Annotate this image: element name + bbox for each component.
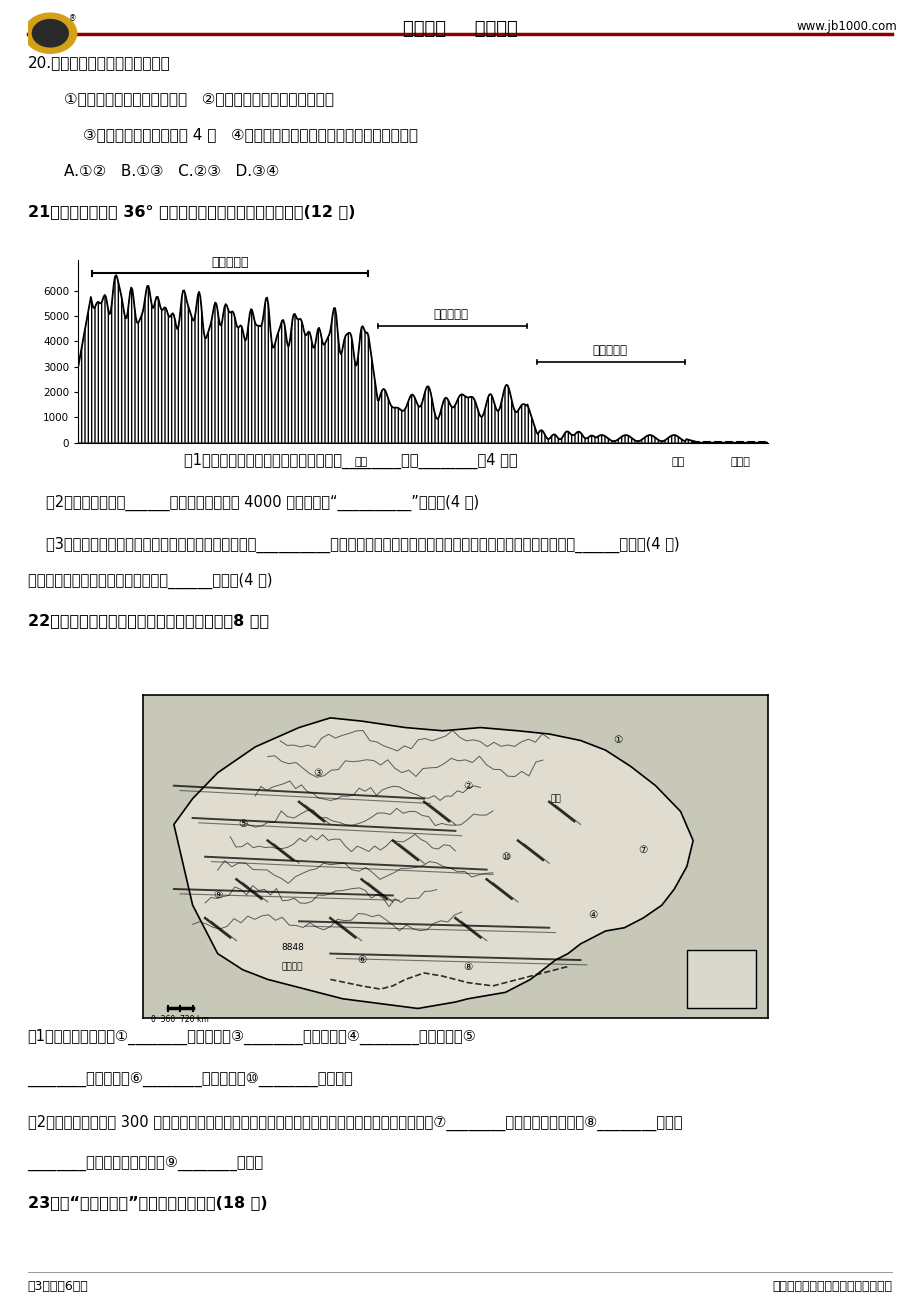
Text: ⑩: ⑩	[500, 852, 509, 862]
Text: ③中国耕地面积居世界第 4 位   ④在世界各国中，我国人均国民生产总值较低: ③中国耕地面积居世界第 4 位 ④在世界各国中，我国人均国民生产总值较低	[83, 128, 417, 143]
Text: ⑤: ⑤	[238, 819, 247, 829]
Text: 8848: 8848	[281, 943, 304, 952]
Text: 海平面: 海平面	[730, 457, 750, 466]
Text: ⑨: ⑨	[213, 891, 222, 901]
Text: 21、读我国汿北纬 36° 附近地形剪面图，回答下列问题：(12 分): 21、读我国汿北纬 36° 附近地形剪面图，回答下列问题：(12 分)	[28, 204, 355, 220]
Text: ③: ③	[312, 768, 322, 777]
Text: （2）第一级阶梯是______高原，平均海拔在 4000 米以上，有“__________”之称。(4 分): （2）第一级阶梯是______高原，平均海拔在 4000 米以上，有“_____…	[46, 495, 479, 510]
Text: （3）我国大陆地势的特点，使得我国河流的流向多为__________，也使许多大河在阶梯交界处，落差大，水流急，蕋藏着丰富的______资源。(4 分): （3）我国大陆地势的特点，使得我国河流的流向多为__________，也使许多大…	[46, 536, 679, 552]
Text: （2）我国海域面积约 300 万平方千米，钓鱼岛、黄岩岛自古就是中国的固有领土，其中钓鱼岛位于⑦________（海），黄岩岛位于⑧________（海）: （2）我国海域面积约 300 万平方千米，钓鱼岛、黄岩岛自古就是中国的固有领土，…	[28, 1115, 681, 1130]
Polygon shape	[174, 717, 692, 1009]
Text: ⑥: ⑥	[357, 956, 366, 965]
Text: 0  360  720 km: 0 360 720 km	[151, 1016, 209, 1023]
Text: ②: ②	[463, 781, 472, 790]
Text: 山东世纪金榜科教文化股份有限公司: 山东世纪金榜科教文化股份有限公司	[772, 1280, 891, 1293]
Text: 第二级阶梯: 第二级阶梯	[433, 309, 468, 322]
Text: ①中国是世界国力最强的国家   ②中国地大物博，人均资源丰富: ①中国是世界国力最强的国家 ②中国地大物博，人均资源丰富	[64, 91, 334, 107]
Text: ®: ®	[69, 14, 76, 23]
Text: A.①②   B.①③   C.②③   D.③④: A.①② B.①③ C.②③ D.③④	[64, 164, 279, 180]
Circle shape	[24, 13, 76, 53]
Text: 北京: 北京	[550, 794, 561, 803]
Text: （1）我国地形复杂：①________（山脉），③________（山脉）；④________（平原）；⑤: （1）我国地形复杂：①________（山脉），③________（山脉）；④_…	[28, 1029, 476, 1044]
Text: ⑧: ⑧	[463, 961, 472, 971]
Text: ________（盆地）；⑥________（高原），⑩________（高原）: ________（盆地）；⑥________（高原），⑩________（高原）	[28, 1072, 353, 1087]
Text: ④: ④	[588, 910, 597, 919]
Text: 青岛: 青岛	[671, 457, 685, 466]
Text: （1）从图中可以看出，我国地势特征是________，呢________（4 分）: （1）从图中可以看出，我国地势特征是________，呢________（4 分…	[184, 453, 517, 469]
Text: www.jb1000.com: www.jb1000.com	[795, 20, 896, 33]
Text: 兰州: 兰州	[354, 457, 368, 466]
Bar	[686, 950, 754, 1009]
Text: 世纪金榜     圆您梦想: 世纪金榜 圆您梦想	[403, 20, 516, 38]
Text: ________（海），黄岩岛位于⑨________（海）: ________（海），黄岩岛位于⑨________（海）	[28, 1156, 264, 1172]
Text: 北纬日线: 北纬日线	[282, 962, 303, 971]
Text: 第一级阶梯: 第一级阶梯	[211, 255, 248, 268]
Text: 20.关于我国国情的叙述正确的是: 20.关于我国国情的叙述正确的是	[28, 55, 170, 70]
Text: 22、读下图，写出数字代表的地理事物名称（8 分）: 22、读下图，写出数字代表的地理事物名称（8 分）	[28, 613, 268, 629]
Text: 23、读“黄河流域图”，完成下列要求。(18 分): 23、读“黄河流域图”，完成下列要求。(18 分)	[28, 1195, 267, 1211]
Text: ①: ①	[613, 736, 622, 746]
Circle shape	[32, 20, 68, 47]
Text: 处，落差大，水流急，蕋藏着丰富的______资源。(4 分): 处，落差大，水流急，蕋藏着丰富的______资源。(4 分)	[28, 573, 272, 589]
Text: 第3页（八6页）: 第3页（八6页）	[28, 1280, 88, 1293]
Text: 第三级阶梯: 第三级阶梯	[591, 344, 627, 357]
Text: ⑦: ⑦	[638, 845, 647, 855]
